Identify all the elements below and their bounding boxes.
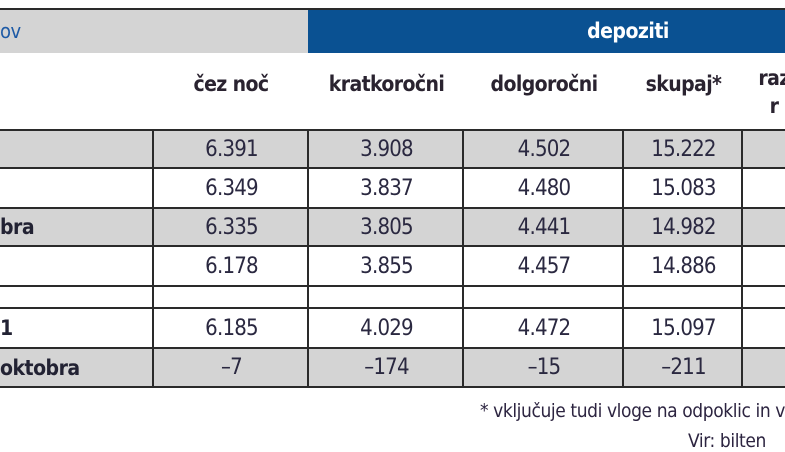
footnote: * vključuje tudi vloge na odpoklic in v	[479, 400, 785, 422]
cell-dolgorocni: 4.502	[517, 136, 571, 162]
row-label: bra	[0, 215, 35, 239]
cell-raz	[744, 131, 785, 167]
cell-skupaj: 15.083	[651, 175, 716, 201]
cell-skupaj: 14.982	[651, 214, 716, 240]
table-row-change: oktobra –7 –174 –15 –211	[0, 347, 785, 388]
cell-dolgorocni: 4.480	[517, 175, 571, 201]
cell-kratkorocni: 3.805	[360, 214, 413, 240]
table-row: 6.178 3.855 4.457 14.886	[0, 245, 785, 285]
row-label: 1	[0, 316, 13, 340]
cell-cez-noc	[155, 287, 308, 307]
column-header-kratkorocni: kratkoročni	[328, 72, 445, 96]
cell-dolgorocni: –15	[527, 355, 561, 380]
column-header-cez-noc: čez noč	[193, 72, 269, 96]
cell-kratkorocni: 3.855	[360, 253, 413, 279]
row-label	[0, 287, 153, 307]
cell-cez-noc: 6.349	[205, 175, 258, 201]
group-header-left: ov	[0, 10, 308, 53]
column-divider	[307, 129, 309, 388]
cell-kratkorocni: 4.029	[360, 315, 413, 341]
cell-kratkorocni: 3.908	[360, 136, 413, 162]
cell-skupaj: 14.886	[651, 253, 716, 279]
group-header-deposits: depoziti	[308, 10, 785, 53]
cell-skupaj: 15.222	[651, 136, 716, 162]
table-row-spacer	[0, 285, 785, 307]
column-header-dolgorocni: dolgoročni	[490, 72, 599, 96]
group-header-deposits-label: depoziti	[587, 19, 669, 43]
cell-raz	[744, 309, 785, 347]
cell-dolgorocni: 4.441	[517, 214, 571, 240]
cell-kratkorocni	[310, 287, 463, 307]
cell-skupaj: –211	[661, 355, 706, 380]
column-header-raz: raz r	[744, 64, 785, 120]
cell-raz	[744, 287, 785, 307]
cell-skupaj: 15.097	[651, 315, 716, 341]
group-header-left-label: ov	[0, 19, 21, 43]
column-divider	[622, 129, 624, 388]
cell-dolgorocni	[465, 287, 623, 307]
table-row: bra 6.335 3.805 4.441 14.982	[0, 207, 785, 245]
cell-dolgorocni: 4.472	[517, 315, 571, 341]
cell-raz	[744, 349, 785, 386]
cell-cez-noc: –7	[221, 355, 243, 380]
cell-raz	[744, 209, 785, 245]
group-header-row: ov depoziti	[0, 8, 785, 53]
table-row: 6.391 3.908 4.502 15.222	[0, 129, 785, 167]
column-header-raz-line1: raz	[758, 66, 785, 90]
column-header-skupaj: skupaj*	[645, 72, 722, 96]
column-divider	[741, 129, 743, 388]
cell-cez-noc: 6.391	[205, 136, 258, 162]
cell-kratkorocni: 3.837	[360, 175, 413, 201]
cell-cez-noc: 6.178	[205, 253, 258, 279]
column-header-raz-line2: r	[769, 94, 779, 118]
cell-raz	[744, 169, 785, 207]
column-divider	[462, 129, 464, 388]
table-row: 1 6.185 4.029 4.472 15.097	[0, 307, 785, 347]
cell-raz	[744, 247, 785, 285]
cell-cez-noc: 6.185	[205, 315, 258, 341]
row-label	[0, 247, 153, 285]
cell-cez-noc: 6.335	[205, 214, 258, 240]
cell-dolgorocni: 4.457	[517, 253, 571, 279]
cell-kratkorocni: –174	[364, 355, 409, 380]
cell-skupaj	[625, 287, 742, 307]
row-label: oktobra	[0, 355, 80, 380]
table-row: 6.349 3.837 4.480 15.083	[0, 167, 785, 207]
deposits-table-figure: ov depoziti čez noč kratkoročni dolgoroč…	[0, 8, 785, 452]
source-note: Vir: bilten	[688, 430, 766, 452]
row-label	[0, 169, 153, 207]
column-divider	[152, 129, 154, 388]
row-label	[0, 131, 153, 167]
